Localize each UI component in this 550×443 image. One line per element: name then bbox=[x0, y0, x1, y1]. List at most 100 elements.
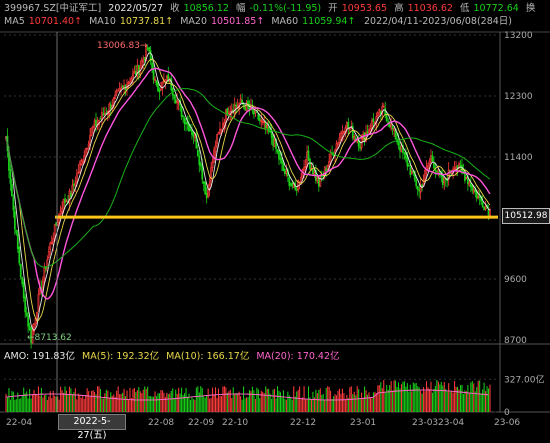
candle-body bbox=[316, 177, 319, 182]
candle-body bbox=[257, 113, 260, 120]
amo-value: AMO: 191.83亿 bbox=[4, 351, 75, 362]
candle-body bbox=[393, 127, 395, 131]
candle-body bbox=[353, 135, 356, 140]
candle-body bbox=[61, 207, 63, 213]
candle-body bbox=[272, 135, 274, 146]
candle-body bbox=[443, 177, 446, 184]
candlestick-chart[interactable]: 13200 12300 11400 9600 8700 327.00亿 0 13006.83→… bbox=[0, 0, 550, 433]
candle-body bbox=[378, 109, 381, 112]
cursor-date: 2022-5-27(五) bbox=[58, 414, 126, 441]
candle-body bbox=[112, 97, 115, 108]
x-tick-label: 22-04 bbox=[6, 418, 32, 428]
candle-body bbox=[90, 127, 93, 136]
candle-body bbox=[64, 198, 66, 203]
candle-body bbox=[385, 114, 388, 122]
candle-body bbox=[158, 89, 161, 93]
bar-date: 2022/05/27 bbox=[108, 3, 164, 14]
candle-body bbox=[118, 88, 121, 93]
candle-body bbox=[468, 182, 471, 186]
candle-body bbox=[196, 149, 199, 156]
candle-body bbox=[332, 154, 335, 157]
candle-body bbox=[437, 169, 440, 174]
candle-body bbox=[145, 45, 148, 62]
candle-body bbox=[376, 111, 379, 117]
candle-body bbox=[167, 74, 170, 83]
candle-body bbox=[427, 164, 429, 170]
candle-body bbox=[75, 174, 78, 183]
more-label[interactable]: 换 bbox=[525, 3, 536, 14]
volume-tick-label: 0 bbox=[504, 408, 510, 418]
candle-body bbox=[157, 82, 159, 91]
candle-body bbox=[93, 120, 96, 126]
candle-body bbox=[18, 246, 21, 264]
ma5-value: 10701.40↑ bbox=[28, 16, 83, 27]
candle-body bbox=[102, 113, 105, 116]
candle-body bbox=[77, 171, 80, 174]
candle-body bbox=[22, 282, 25, 298]
candle-body bbox=[303, 167, 305, 171]
ma5-label: MA5 bbox=[4, 16, 25, 27]
candle-body bbox=[335, 143, 338, 150]
candle-body bbox=[264, 123, 267, 129]
candle-body bbox=[217, 132, 220, 135]
open-value: 10953.65 bbox=[341, 3, 388, 14]
candle-body bbox=[129, 81, 131, 84]
candle-body bbox=[369, 128, 372, 132]
candle-body bbox=[306, 151, 308, 167]
candle-body bbox=[241, 100, 243, 103]
candle-body bbox=[382, 105, 385, 108]
candle-body bbox=[12, 196, 15, 211]
candle-body bbox=[201, 165, 204, 180]
candle-body bbox=[415, 179, 418, 187]
candle-body bbox=[469, 183, 472, 188]
candle-body bbox=[235, 104, 238, 107]
candle-body bbox=[266, 124, 269, 128]
candle-body bbox=[397, 140, 400, 146]
candle-body bbox=[52, 238, 55, 245]
candle-body bbox=[471, 185, 474, 191]
candle-body bbox=[222, 123, 224, 129]
candle-body bbox=[180, 105, 183, 117]
candle-body bbox=[288, 176, 291, 186]
candle-body bbox=[455, 166, 457, 169]
candle-body bbox=[185, 122, 187, 125]
candle-body bbox=[13, 211, 16, 230]
candle-body bbox=[25, 312, 28, 316]
candle-body bbox=[309, 158, 311, 170]
candle-body bbox=[173, 94, 176, 99]
low-marker: ←8713.62 bbox=[27, 333, 72, 343]
candle-body bbox=[68, 190, 71, 204]
candle-body bbox=[430, 155, 432, 161]
candle-body bbox=[273, 139, 276, 148]
candle-body bbox=[31, 330, 34, 344]
candle-body bbox=[123, 85, 125, 88]
candle-body bbox=[341, 131, 344, 134]
candle-body bbox=[74, 182, 77, 187]
candle-body bbox=[372, 118, 375, 122]
candle-body bbox=[247, 100, 249, 107]
candle-body bbox=[337, 142, 339, 146]
candle-body bbox=[16, 233, 19, 250]
candle-body bbox=[71, 184, 74, 196]
candle-body bbox=[239, 98, 242, 104]
candle-body bbox=[121, 85, 124, 88]
ma5-line bbox=[5, 52, 491, 332]
x-tick-label: 23-04 bbox=[438, 418, 464, 428]
open-label: 开 bbox=[328, 3, 338, 14]
candle-body bbox=[489, 209, 491, 216]
y-tick-label: 11400 bbox=[504, 153, 533, 163]
candle-body bbox=[356, 140, 359, 142]
ma60-label: MA60 bbox=[271, 16, 299, 27]
candle-body bbox=[204, 182, 207, 195]
ma20-label: MA20 bbox=[180, 16, 207, 27]
candle-body bbox=[351, 125, 354, 138]
x-tick-label: 23-06 bbox=[494, 418, 520, 428]
candle-body bbox=[224, 109, 227, 124]
candle-body bbox=[260, 119, 263, 123]
vol-ma20: MA(20): 170.42亿 bbox=[256, 351, 340, 362]
candle-body bbox=[151, 62, 153, 70]
change-label: 幅 bbox=[235, 3, 246, 14]
candle-body bbox=[92, 126, 94, 128]
candle-body bbox=[261, 121, 264, 123]
candle-body bbox=[160, 88, 162, 91]
